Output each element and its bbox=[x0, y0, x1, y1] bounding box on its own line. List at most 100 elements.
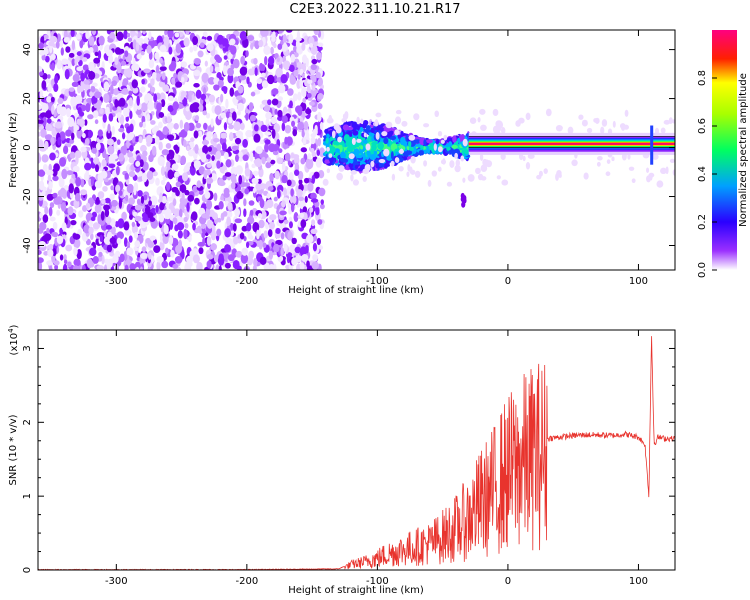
spectrogram-cell bbox=[275, 227, 281, 235]
spectrogram-cell bbox=[263, 230, 268, 239]
spectrogram-cell bbox=[280, 247, 284, 257]
spectrogram-cell bbox=[135, 108, 142, 116]
spectrogram-cell bbox=[279, 210, 287, 216]
spectrogram-cell bbox=[220, 132, 228, 139]
spectrogram-cell bbox=[123, 237, 128, 248]
spectrogram-x-tick-label: 100 bbox=[629, 276, 648, 287]
spectrogram-cell bbox=[60, 201, 67, 212]
spectrogram-cell bbox=[88, 220, 93, 227]
spectrogram-cell bbox=[75, 33, 81, 40]
spectrogram-cell bbox=[172, 263, 179, 269]
spectrogram-cell bbox=[144, 93, 149, 104]
spectrogram-cell bbox=[243, 198, 247, 207]
spectrogram-cell bbox=[304, 195, 308, 203]
spectrogram-cell bbox=[281, 174, 288, 184]
spectrogram-cell bbox=[310, 228, 318, 235]
spectrogram-cell bbox=[290, 188, 294, 197]
spectrogram-cell bbox=[423, 139, 427, 147]
spectrogram-cell bbox=[75, 155, 79, 165]
spectrogram-cell bbox=[234, 137, 242, 145]
spectrogram-cell bbox=[410, 155, 416, 164]
spectrogram-cell bbox=[92, 147, 97, 154]
spectrogram-cell bbox=[135, 160, 141, 167]
spectrogram-cell bbox=[76, 249, 82, 260]
spectrogram-cell bbox=[159, 44, 167, 53]
spectrogram-cell bbox=[203, 122, 208, 131]
spectrogram-cell bbox=[63, 36, 70, 43]
spectrogram-cell bbox=[210, 243, 218, 251]
spectrogram-cell bbox=[232, 58, 240, 69]
spectrogram-cell bbox=[41, 103, 49, 112]
spectrogram-cell bbox=[247, 231, 252, 240]
spectrogram-cell bbox=[363, 132, 367, 138]
spectrogram-cell bbox=[68, 52, 75, 58]
spectrogram-cell bbox=[59, 227, 64, 235]
spectrogram-cell bbox=[311, 151, 317, 158]
spectrogram-cell bbox=[148, 200, 152, 206]
spectrogram-cell bbox=[310, 192, 317, 200]
spectrogram-cell bbox=[161, 72, 166, 81]
spectrogram-cell bbox=[74, 193, 81, 202]
spectrogram-cell bbox=[250, 91, 256, 97]
spectrogram-cell bbox=[39, 180, 45, 191]
spectrogram-cell bbox=[317, 219, 323, 225]
spectrogram-cell bbox=[606, 159, 611, 164]
spectrogram-cell bbox=[85, 30, 90, 40]
spectrogram-cell bbox=[252, 221, 260, 233]
spectrogram-cell bbox=[194, 197, 200, 205]
snr-y-tick-label: 3 bbox=[22, 345, 33, 351]
spectrogram-cell bbox=[186, 202, 190, 212]
spectrogram-cell bbox=[329, 146, 336, 154]
spectrogram-cell bbox=[340, 151, 347, 159]
spectrogram-cell bbox=[88, 61, 95, 71]
spectrogram-cell bbox=[150, 120, 156, 125]
spectrogram-cell bbox=[480, 176, 487, 181]
spectrogram-cell bbox=[187, 194, 195, 202]
spectrogram-cell bbox=[426, 139, 433, 144]
spectrogram-cell bbox=[162, 234, 169, 245]
spectrogram-cell bbox=[230, 45, 237, 55]
spectrogram-cell bbox=[166, 153, 171, 162]
spectrogram-cell bbox=[398, 166, 404, 172]
spectrogram-cell bbox=[111, 125, 115, 136]
spectrogram-cell bbox=[150, 195, 158, 206]
spectrogram-cell bbox=[202, 237, 206, 245]
spectrogram-cell bbox=[217, 79, 224, 88]
spectrogram-cell bbox=[50, 96, 55, 103]
spectrogram-cell bbox=[185, 30, 190, 35]
spectrogram-cell bbox=[194, 58, 202, 65]
spectrogram-cell bbox=[266, 157, 272, 163]
spectrogram-cell bbox=[317, 137, 322, 147]
spectrogram-cell bbox=[107, 38, 114, 43]
spectrogram-cell bbox=[39, 112, 48, 118]
spectrogram-cell bbox=[192, 44, 198, 52]
spectrogram-cell bbox=[479, 108, 486, 115]
spectrogram-x-tick-label: -300 bbox=[105, 276, 128, 287]
spectrogram-cell bbox=[141, 172, 148, 183]
spectrogram-cell bbox=[205, 99, 210, 104]
spectrogram-cell bbox=[103, 204, 111, 211]
spectrogram-cell bbox=[94, 180, 103, 189]
spectrogram-cell bbox=[179, 183, 187, 193]
spectrogram-cell bbox=[660, 127, 666, 134]
spectrogram-cell bbox=[244, 188, 250, 195]
spectrogram-cell bbox=[362, 119, 369, 126]
spectrogram-cell bbox=[467, 174, 475, 182]
spectrogram-cell bbox=[175, 81, 183, 88]
spectrogram-cell bbox=[317, 42, 324, 48]
spectrogram-cell bbox=[290, 53, 296, 63]
spectrogram-cell bbox=[65, 46, 71, 53]
spectrogram-cell bbox=[271, 98, 279, 106]
spectrogram-cell bbox=[251, 163, 256, 169]
spectrogram-cell bbox=[266, 74, 275, 85]
colorbar: 0.0 0.2 0.4 0.6 0.8 Normalized spectral ampl… bbox=[697, 30, 749, 278]
spectrogram-cell bbox=[289, 76, 297, 85]
spectrogram-cell bbox=[107, 145, 115, 155]
spectrogram-cell bbox=[306, 234, 314, 244]
spectrogram-cell bbox=[243, 182, 251, 187]
spectrogram-cell bbox=[274, 170, 280, 180]
spectrogram-cell bbox=[183, 121, 190, 132]
spectrogram-cell bbox=[148, 31, 152, 40]
spectrogram-cell bbox=[267, 263, 276, 270]
